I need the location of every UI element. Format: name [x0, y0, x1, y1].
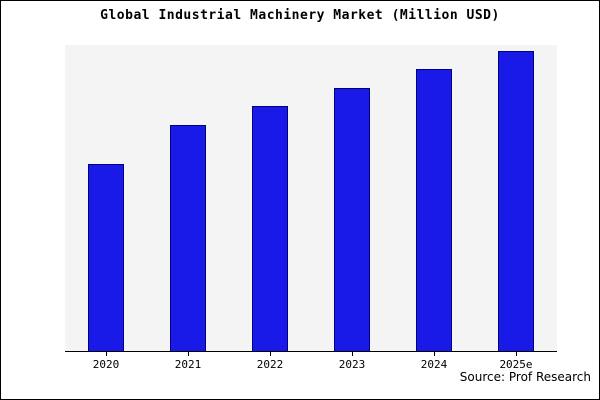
x-axis-labels: 2020 2021 2022 2023 2024 2025e [65, 352, 557, 371]
x-tick-label: 2021 [174, 358, 202, 371]
x-tick-label: 2023 [338, 358, 366, 371]
bar-slot [147, 45, 229, 351]
tick-mark [351, 352, 353, 356]
x-tick: 2024 [393, 352, 475, 371]
tick-mark [515, 352, 517, 356]
x-tick: 2023 [311, 352, 393, 371]
bar-slot [311, 45, 393, 351]
bar-2021 [170, 124, 206, 351]
chart-title: Global Industrial Machinery Market (Mill… [100, 8, 500, 23]
bar-slot [393, 45, 475, 351]
bar-2023 [334, 87, 370, 351]
tick-mark [105, 352, 107, 356]
bar-2025e [498, 51, 534, 351]
bar-2024 [416, 69, 452, 351]
source-credit: Source: Prof Research [459, 370, 591, 384]
x-tick: 2022 [229, 352, 311, 371]
x-tick-label: 2024 [420, 358, 448, 371]
x-tick-label: 2020 [92, 358, 120, 371]
tick-mark [187, 352, 189, 356]
x-tick: 2025e [475, 352, 557, 371]
bar-slot [475, 45, 557, 351]
x-tick-label: 2022 [256, 358, 284, 371]
x-tick: 2020 [65, 352, 147, 371]
plot-area [65, 45, 557, 352]
bar-slot [229, 45, 311, 351]
tick-mark [269, 352, 271, 356]
bar-slot [65, 45, 147, 351]
tick-mark [433, 352, 435, 356]
x-tick: 2021 [147, 352, 229, 371]
bars-group [65, 45, 557, 351]
bar-2022 [252, 106, 288, 351]
bar-2020 [88, 164, 124, 351]
x-tick-label: 2025e [499, 358, 533, 371]
